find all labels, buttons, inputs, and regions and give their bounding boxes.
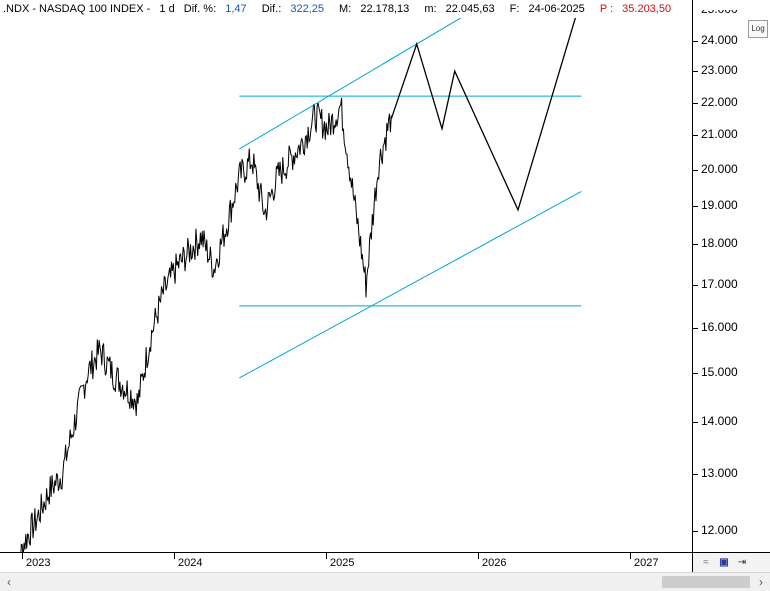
y-tick-label: 22.000 bbox=[701, 94, 738, 109]
y-tick-mark bbox=[693, 531, 698, 532]
y-tick-mark bbox=[693, 284, 698, 286]
price-value: 35.203,50 bbox=[622, 3, 672, 15]
y-tick-mark bbox=[693, 422, 698, 424]
wave-icon[interactable]: ≈ bbox=[703, 557, 709, 568]
y-tick-mark bbox=[693, 169, 698, 171]
corner-toolbar: ≈ ▣ ⇥ bbox=[692, 552, 770, 573]
x-tick-mark bbox=[22, 553, 23, 559]
floppy-icon[interactable]: ▣ bbox=[719, 557, 729, 568]
y-tick-label-partial: 25.000 bbox=[701, 2, 738, 16]
horizontal-scrollbar[interactable]: ‹ › bbox=[0, 572, 770, 591]
y-tick-label: 19.000 bbox=[701, 198, 738, 213]
info-bar: .NDX - NASDAQ 100 INDEX - 1 d Dif. %: 1,… bbox=[0, 0, 684, 18]
price-label: P : bbox=[599, 3, 614, 15]
y-tick-mark bbox=[693, 373, 698, 375]
y-tick-label: 17.000 bbox=[701, 276, 738, 291]
upper-channel-line bbox=[239, 6, 481, 150]
x-tick-mark bbox=[174, 553, 175, 559]
max-value: 22.178,13 bbox=[360, 3, 410, 15]
symbol-label: .NDX - NASDAQ 100 INDEX - bbox=[3, 3, 151, 15]
y-tick-label: 12.000 bbox=[701, 523, 738, 537]
interval-label: 1 d bbox=[159, 3, 175, 15]
x-tick-mark bbox=[478, 553, 479, 559]
y-tick-label: 23.000 bbox=[701, 63, 738, 78]
x-tick-label: 2026 bbox=[482, 557, 507, 569]
min-label: m: bbox=[424, 3, 437, 15]
x-tick-label: 2024 bbox=[178, 557, 203, 569]
y-tick-label: 14.000 bbox=[701, 414, 738, 429]
date-value: 24-06-2025 bbox=[528, 3, 585, 15]
y-tick-mark bbox=[693, 474, 698, 476]
projection-line bbox=[390, 0, 582, 212]
y-tick-mark bbox=[693, 71, 698, 73]
y-axis[interactable]: 24.000 23.000 22.000 21.000 20.000 19.000 18.0… bbox=[692, 0, 770, 552]
x-tick-label: 2023 bbox=[26, 557, 51, 569]
y-tick-mark bbox=[693, 244, 698, 246]
price-series bbox=[20, 97, 392, 552]
price-line bbox=[20, 97, 392, 552]
y-tick-mark bbox=[693, 41, 698, 42]
y-tick-mark bbox=[693, 206, 698, 208]
y-tick-label: 24.000 bbox=[701, 33, 738, 47]
dif-value: 322,25 bbox=[290, 3, 324, 15]
price-chart[interactable] bbox=[0, 0, 692, 552]
y-tick-label: 20.000 bbox=[701, 161, 738, 176]
y-tick-label: 21.000 bbox=[701, 127, 738, 142]
x-tick-mark bbox=[630, 553, 631, 559]
y-tick-mark bbox=[693, 327, 698, 329]
y-tick-mark bbox=[693, 102, 698, 104]
y-tick-label: 13.000 bbox=[701, 466, 738, 481]
scroll-right-arrow-icon[interactable]: › bbox=[759, 575, 763, 589]
log-scale-button[interactable]: Log bbox=[748, 20, 768, 38]
dif-pct-value: 1,47 bbox=[225, 3, 247, 15]
dif-pct-label: Dif. %: bbox=[183, 3, 217, 15]
y-tick-label: 16.000 bbox=[701, 319, 738, 334]
x-axis[interactable]: 2023 2024 2025 2026 2027 bbox=[0, 552, 692, 573]
x-tick-mark bbox=[326, 553, 327, 559]
scroll-left-arrow-icon[interactable]: ‹ bbox=[7, 575, 11, 589]
x-tick-label: 2025 bbox=[330, 557, 355, 569]
projection-path bbox=[390, 0, 582, 212]
y-tick-label: 15.000 bbox=[701, 365, 738, 380]
plus-arrow-icon[interactable]: ⇥ bbox=[737, 557, 747, 568]
y-tick-mark bbox=[693, 135, 698, 137]
x-tick-label: 2027 bbox=[634, 557, 659, 569]
channel-lines bbox=[239, 6, 582, 379]
lower-channel-line bbox=[239, 190, 582, 379]
dif-label: Dif.: bbox=[261, 3, 282, 15]
min-value: 22.045,63 bbox=[445, 3, 495, 15]
y-tick-label: 18.000 bbox=[701, 236, 738, 251]
scroll-thumb[interactable] bbox=[662, 576, 750, 588]
date-label: F: bbox=[509, 3, 520, 15]
max-label: M: bbox=[339, 3, 352, 15]
